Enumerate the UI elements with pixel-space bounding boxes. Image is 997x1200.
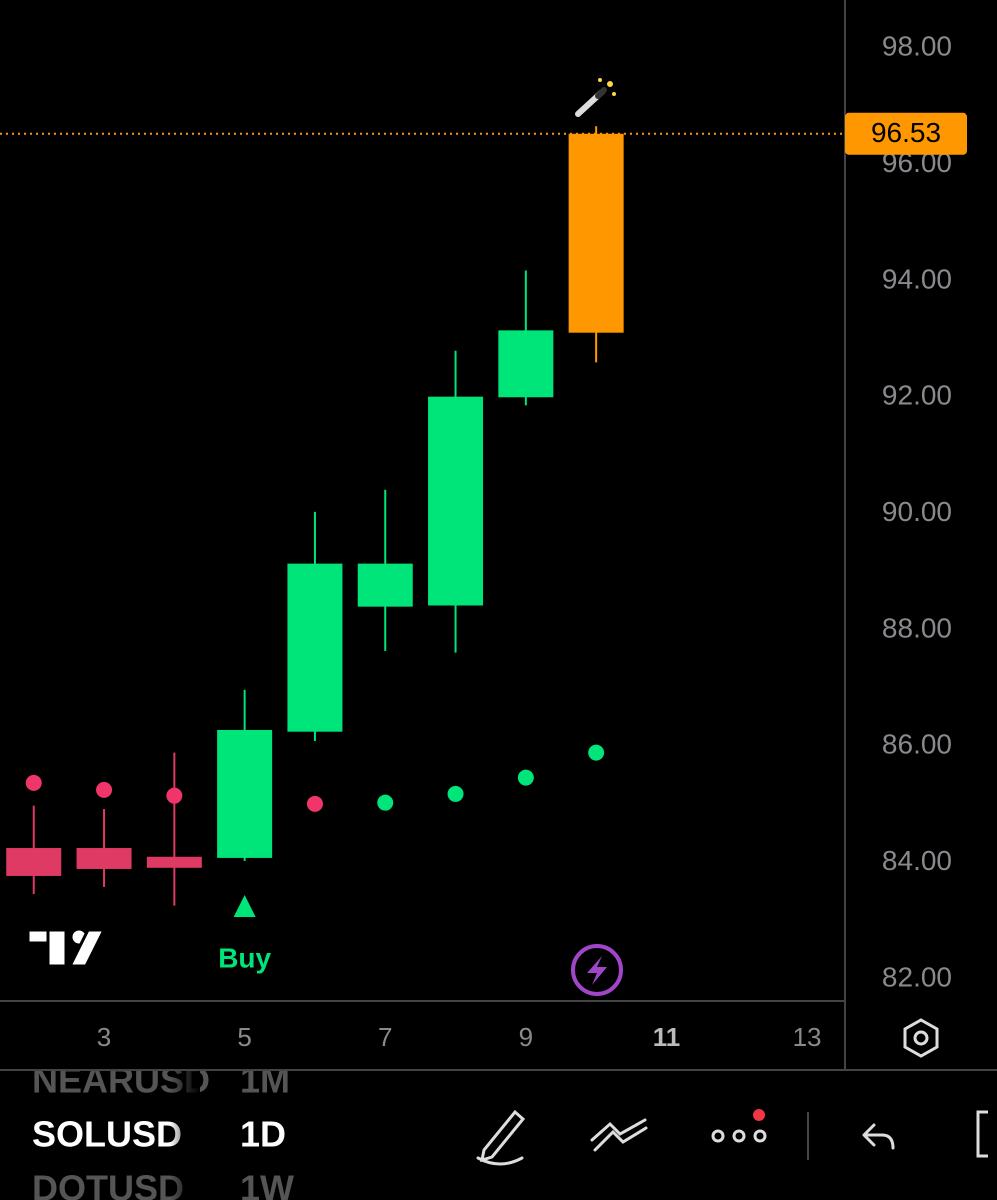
candle-body <box>146 856 202 868</box>
candle-body <box>357 563 413 607</box>
x-tick-label: 5 <box>237 1022 251 1052</box>
y-tick-label: 94.00 <box>882 263 952 294</box>
signal-label: Buy <box>218 942 271 973</box>
interval-option[interactable]: 1W <box>240 1168 294 1200</box>
interval-option[interactable]: 1D <box>240 1114 286 1155</box>
drawing-tools-icon[interactable] <box>590 1118 648 1152</box>
x-tick-label: 7 <box>378 1022 392 1052</box>
symbol-option[interactable]: SOLUSD <box>32 1114 182 1155</box>
symbol-fade <box>170 1071 200 1200</box>
indicator-dot <box>588 744 605 761</box>
last-price-label: 96.53 <box>871 117 941 148</box>
logo <box>26 927 107 968</box>
last-price-badge <box>845 112 967 155</box>
indicator-dot <box>306 795 323 812</box>
wand-icon <box>575 78 616 117</box>
indicator-dot <box>166 787 183 804</box>
y-tick-label: 84.00 <box>882 845 952 876</box>
pencil-icon[interactable] <box>476 1109 526 1166</box>
x-tick-label: 13 <box>793 1022 822 1052</box>
signal-marker <box>233 895 256 917</box>
y-tick-label: 86.00 <box>882 729 952 760</box>
y-tick-label: 98.00 <box>882 31 952 62</box>
candle-body <box>428 396 484 606</box>
indicator-dot <box>517 769 534 786</box>
y-tick-label: 90.00 <box>882 496 952 527</box>
candle-body <box>287 563 343 732</box>
more-icon[interactable] <box>711 1109 767 1143</box>
fullscreen-icon[interactable] <box>976 1110 988 1158</box>
indicator-dot <box>377 794 394 811</box>
candle-body <box>76 848 132 869</box>
y-tick-label: 88.00 <box>882 612 952 643</box>
y-tick-label: 82.00 <box>882 961 952 992</box>
settings-icon[interactable] <box>903 1018 939 1058</box>
x-tick-label: 11 <box>653 1022 681 1052</box>
y-tick-label: 92.00 <box>882 380 952 411</box>
indicator-dot <box>96 781 113 798</box>
interval-option[interactable]: 1M <box>240 1060 290 1101</box>
candle-body <box>6 848 62 876</box>
alert-icon[interactable] <box>571 944 623 996</box>
x-tick-label: 9 <box>519 1022 533 1052</box>
x-tick-label: 3 <box>97 1022 111 1052</box>
indicator-dot <box>25 774 42 791</box>
undo-icon[interactable] <box>862 1123 895 1150</box>
indicator-dot <box>447 785 464 802</box>
candle-body <box>568 133 624 333</box>
candle-body <box>498 330 554 398</box>
symbol-option[interactable]: DOTUSD <box>32 1168 184 1200</box>
candle-body <box>217 729 273 858</box>
